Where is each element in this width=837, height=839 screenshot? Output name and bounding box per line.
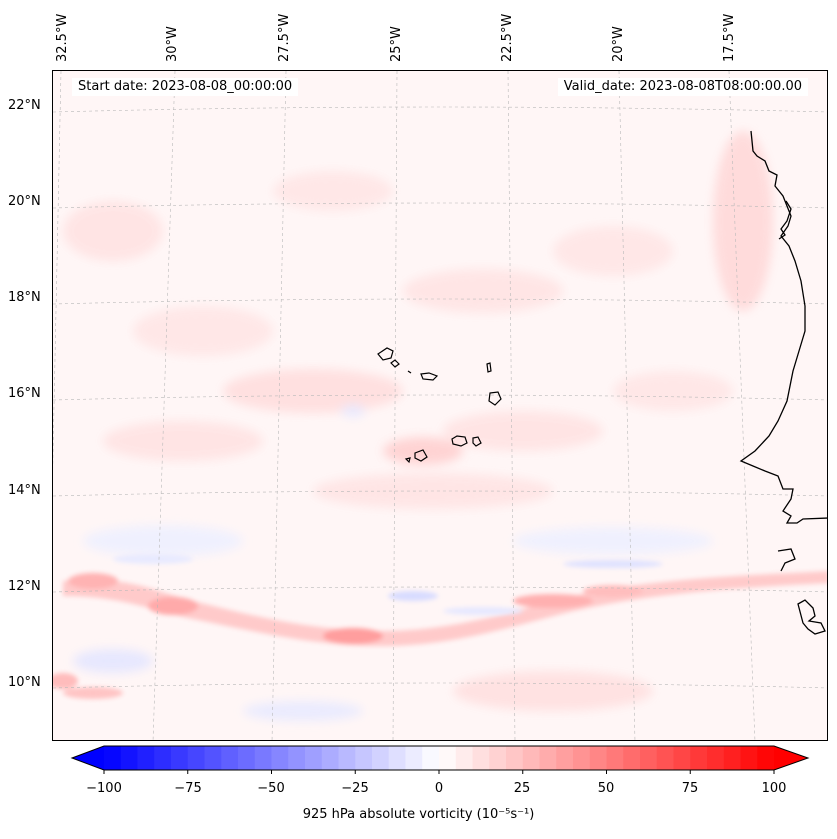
colorbar-segment: [489, 746, 507, 770]
colorbar-segment: [254, 746, 272, 770]
colorbar: [70, 745, 810, 774]
colorbar-tick-label: 25: [513, 781, 531, 796]
valid-date-label: Valid_date: 2023-08-08T08:00:00.00: [557, 78, 808, 96]
longitude-label: 25°W: [389, 26, 404, 62]
colorbar-segment: [204, 746, 222, 770]
colorbar-segment: [589, 746, 607, 770]
latitude-label: 14°N: [8, 483, 41, 498]
colorbar-segment: [104, 746, 122, 770]
latitude-label: 16°N: [8, 386, 41, 401]
colorbar-segment: [472, 746, 490, 770]
latitude-label: 12°N: [8, 579, 41, 594]
colorbar-segment: [321, 746, 339, 770]
colorbar-segment: [305, 746, 323, 770]
africa-coastline: [739, 130, 827, 635]
map-panel: [52, 70, 828, 741]
colorbar-segment: [120, 746, 138, 770]
colorbar-tick-label: −75: [174, 781, 202, 796]
vorticity-blue-streaks: [113, 554, 663, 615]
colorbar-segments: [72, 746, 808, 770]
colorbar-tick-label: 0: [434, 781, 444, 796]
longitude-label: 22.5°W: [500, 13, 515, 62]
vorticity-field-light-patches: [63, 131, 773, 721]
colorbar-segment: [455, 746, 473, 770]
cape-verde-islands: [377, 347, 502, 464]
colorbar-segment: [673, 746, 691, 770]
colorbar-segment: [506, 746, 524, 770]
colorbar-segment: [707, 746, 725, 770]
colorbar-segment: [405, 746, 423, 770]
start-date-label: Start date: 2023-08-08_00:00:00: [72, 78, 299, 96]
colorbar-tick-label: −50: [257, 781, 285, 796]
longitude-label: 20°W: [611, 26, 626, 62]
colorbar-segment: [539, 746, 557, 770]
latitude-label: 22°N: [8, 98, 41, 113]
colorbar-segment: [154, 746, 172, 770]
longitude-label: 17.5°W: [722, 13, 737, 62]
colorbar-segment: [238, 746, 256, 770]
longitude-label: 27.5°W: [277, 13, 292, 62]
colorbar-segment: [690, 746, 708, 770]
colorbar-segment: [640, 746, 658, 770]
colorbar-segment: [271, 746, 289, 770]
colorbar-tick-label: 75: [681, 781, 699, 796]
graticule: [53, 71, 827, 740]
colorbar-tick-label: −100: [86, 781, 122, 796]
vorticity-map: [53, 71, 827, 740]
colorbar-segment: [171, 746, 189, 770]
colorbar-segment: [439, 746, 457, 770]
colorbar-segment: [422, 746, 440, 770]
longitude-label: 32.5°W: [55, 13, 70, 62]
colorbar-segment: [388, 746, 406, 770]
colorbar-segment: [221, 746, 239, 770]
colorbar-segment: [573, 746, 591, 770]
colorbar-segment: [740, 746, 758, 770]
colorbar-segment: [288, 746, 306, 770]
colorbar-segment: [757, 746, 775, 770]
vorticity-band: [53, 571, 827, 699]
colorbar-tick-label: 50: [597, 781, 615, 796]
colorbar-segment: [187, 746, 205, 770]
latitude-label: 10°N: [8, 675, 41, 690]
colorbar-segment: [723, 746, 741, 770]
colorbar-tick-label: 100: [761, 781, 787, 796]
colorbar-segment: [355, 746, 373, 770]
colorbar-segment: [556, 746, 574, 770]
colorbar-segment: [522, 746, 540, 770]
colorbar-outline: [70, 745, 810, 771]
colorbar-tick-label: −25: [341, 781, 369, 796]
colorbar-segment: [623, 746, 641, 770]
longitude-label: 30°W: [165, 26, 180, 62]
colorbar-title: 925 hPa absolute vorticity (10⁻⁵s⁻¹): [302, 807, 535, 822]
colorbar-segment: [606, 746, 624, 770]
colorbar-ticks: [103, 770, 775, 774]
colorbar-segment: [656, 746, 674, 770]
colorbar-extend-low: [72, 746, 104, 770]
latitude-label: 20°N: [8, 194, 41, 209]
latitude-label: 18°N: [8, 290, 41, 305]
colorbar-segment: [338, 746, 356, 770]
colorbar-segment: [372, 746, 390, 770]
colorbar-segment: [137, 746, 155, 770]
colorbar-extend-high: [774, 746, 808, 770]
